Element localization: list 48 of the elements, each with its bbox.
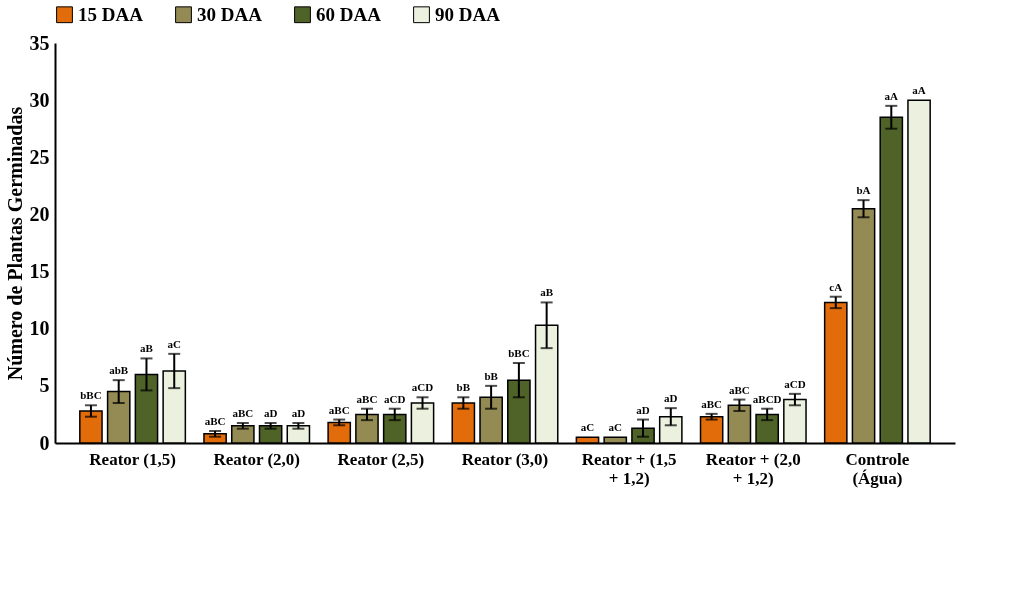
data-label: aBC (328, 403, 350, 416)
x-tick-label: Reator + (2,0 + 1,2) (705, 449, 801, 488)
data-label: aBC (729, 383, 750, 396)
data-label: aB (540, 286, 554, 299)
x-tick-label: Controle (Água) (845, 449, 910, 488)
data-label: aBC (356, 392, 378, 405)
y-tick-label: 15 (29, 260, 50, 283)
data-label: aD (291, 407, 306, 419)
x-tick-label: Reator (3,0) (461, 449, 549, 469)
data-label: aC (608, 421, 623, 434)
y-tick-label: 35 (29, 31, 50, 54)
data-label: cA (829, 280, 843, 293)
y-tick-label: 0 (39, 431, 50, 454)
legend-label: 60 DAA (316, 3, 382, 25)
data-label: aBC (232, 407, 254, 419)
y-tick-label: 25 (29, 145, 50, 168)
data-label: bBC (508, 347, 530, 359)
data-label: abB (109, 364, 129, 377)
data-label: aBC (204, 415, 226, 427)
data-label: bBC (80, 389, 102, 402)
x-tick-label: Reator (2,5) (337, 449, 425, 469)
legend-label: 15 DAA (78, 3, 144, 25)
data-label: bA (856, 184, 871, 197)
y-tick-label: 5 (39, 374, 50, 397)
data-label: aCD (784, 377, 806, 390)
x-tick-label: Reator + (1,5 + 1,2) (581, 449, 677, 488)
data-label: aA (884, 89, 899, 102)
y-tick-label: 30 (29, 88, 50, 111)
data-label: aBC (701, 397, 723, 410)
legend-label: 30 DAA (197, 3, 263, 25)
x-tick-label: Reator (2,0) (213, 449, 300, 469)
y-tick-label: 20 (29, 202, 50, 225)
legend-label: 90 DAA (435, 3, 501, 25)
data-label: aD (263, 407, 278, 419)
data-label: aB (140, 342, 154, 355)
y-tick-label: 10 (29, 317, 50, 340)
data-label: aC (580, 421, 595, 434)
data-label: aC (167, 337, 182, 350)
data-label: bB (484, 369, 499, 382)
y-axis-title: Número de Plantas Germinadas (3, 106, 26, 381)
data-label: aD (636, 403, 650, 416)
data-label: aD (664, 392, 678, 405)
data-label: aBCD (752, 392, 782, 405)
x-tick-label: Reator (1,5) (89, 449, 176, 469)
data-label: aCD (384, 392, 406, 405)
data-label: aCD (411, 381, 434, 394)
data-label: aA (912, 84, 926, 97)
data-label: bB (456, 381, 471, 394)
